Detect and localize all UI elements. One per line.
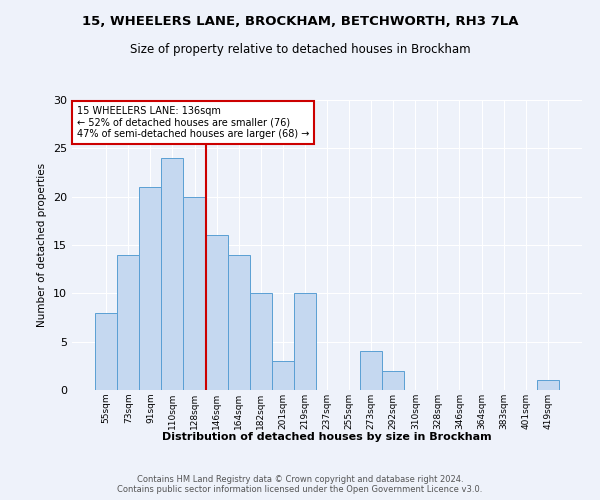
Bar <box>272 361 294 390</box>
Bar <box>227 254 250 390</box>
Bar <box>95 312 117 390</box>
Text: Size of property relative to detached houses in Brockham: Size of property relative to detached ho… <box>130 42 470 56</box>
Bar <box>206 236 227 390</box>
Text: Distribution of detached houses by size in Brockham: Distribution of detached houses by size … <box>162 432 492 442</box>
Bar <box>537 380 559 390</box>
Text: Contains HM Land Registry data © Crown copyright and database right 2024.
Contai: Contains HM Land Registry data © Crown c… <box>118 475 482 494</box>
Text: 15, WHEELERS LANE, BROCKHAM, BETCHWORTH, RH3 7LA: 15, WHEELERS LANE, BROCKHAM, BETCHWORTH,… <box>82 15 518 28</box>
Bar <box>382 370 404 390</box>
Bar <box>161 158 184 390</box>
Text: 15 WHEELERS LANE: 136sqm
← 52% of detached houses are smaller (76)
47% of semi-d: 15 WHEELERS LANE: 136sqm ← 52% of detach… <box>77 106 310 139</box>
Bar <box>184 196 206 390</box>
Bar <box>294 294 316 390</box>
Bar <box>117 254 139 390</box>
Bar <box>360 352 382 390</box>
Bar <box>250 294 272 390</box>
Bar <box>139 187 161 390</box>
Y-axis label: Number of detached properties: Number of detached properties <box>37 163 47 327</box>
